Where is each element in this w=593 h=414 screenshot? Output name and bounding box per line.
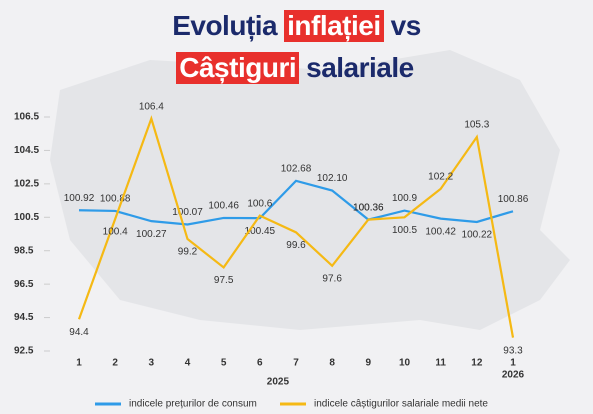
x-tick-label: 5: [221, 358, 227, 369]
data-label: 100.22: [462, 230, 493, 241]
x-tick-label: 3: [149, 358, 155, 369]
title-line-2: Câștiguri salariale: [0, 52, 593, 84]
data-label: 97.5: [214, 275, 234, 286]
y-tick-label: 96.5: [14, 279, 34, 290]
y-tick-label: 104.5: [14, 145, 39, 156]
data-label: 100.86: [498, 194, 529, 205]
data-label: 102.10: [317, 173, 348, 184]
x-tick-label: 11: [435, 358, 446, 369]
title-word: vs: [390, 10, 422, 41]
line-series: [77, 115, 515, 338]
data-label: 93.3: [503, 345, 523, 356]
x-tick-label: 8: [329, 358, 335, 369]
data-label: 100.42: [425, 226, 456, 237]
data-label: 100.6: [247, 198, 272, 209]
y-tick-label: 106.5: [14, 112, 39, 123]
title-highlight: Câștiguri: [176, 52, 300, 84]
data-label: 100.45: [245, 226, 276, 237]
data-label: 106.4: [139, 101, 164, 112]
year-label: 2026: [502, 370, 525, 381]
y-tick-label: 100.5: [14, 212, 39, 223]
data-label: 100.4: [103, 227, 128, 238]
legend-label: indicele prețurilor de consum: [129, 399, 257, 410]
x-tick-label: 7: [293, 358, 299, 369]
year-label: 2025: [267, 377, 290, 388]
data-label: 94.4: [69, 327, 89, 338]
x-tick-label: 4: [185, 358, 191, 369]
data-label: 100.5: [392, 225, 417, 236]
title-word: salariale: [306, 52, 414, 83]
y-tick-label: 102.5: [14, 178, 39, 189]
data-label: 99.2: [178, 247, 198, 258]
data-label: 100.07: [172, 207, 203, 218]
title-word: Evoluția: [172, 10, 278, 41]
data-label: 100.36: [353, 202, 384, 213]
x-tick-label: 1: [76, 358, 82, 369]
data-label: 100.36: [353, 202, 384, 213]
x-tick-label: 12: [471, 358, 483, 369]
data-label: 100.27: [136, 229, 167, 240]
data-label: 97.6: [322, 273, 342, 284]
map-background: [50, 50, 570, 330]
data-label: 100.88: [100, 194, 131, 205]
title-highlight: inflației: [284, 10, 384, 42]
x-tick-label: 10: [399, 358, 411, 369]
y-tick-label: 92.5: [14, 346, 34, 357]
y-tick-label: 98.5: [14, 245, 34, 256]
data-label: 102.68: [281, 163, 312, 174]
data-label: 100.46: [208, 201, 239, 212]
x-tick-label: 2: [112, 358, 118, 369]
title-line-1: Evoluția inflației vs: [0, 10, 593, 42]
data-label: 105.3: [464, 120, 489, 131]
data-label: 99.6: [286, 240, 306, 251]
y-tick-label: 94.5: [14, 312, 34, 323]
data-label: 102.2: [428, 172, 453, 183]
x-tick-label: 1: [510, 358, 516, 369]
x-tick-label: 9: [366, 358, 372, 369]
data-label: 100.92: [64, 193, 95, 204]
line-series: [78, 179, 514, 226]
data-label: 100.9: [392, 193, 417, 204]
x-tick-label: 6: [257, 358, 263, 369]
legend-label: indicele câștigurilor salariale medii ne…: [314, 399, 488, 410]
